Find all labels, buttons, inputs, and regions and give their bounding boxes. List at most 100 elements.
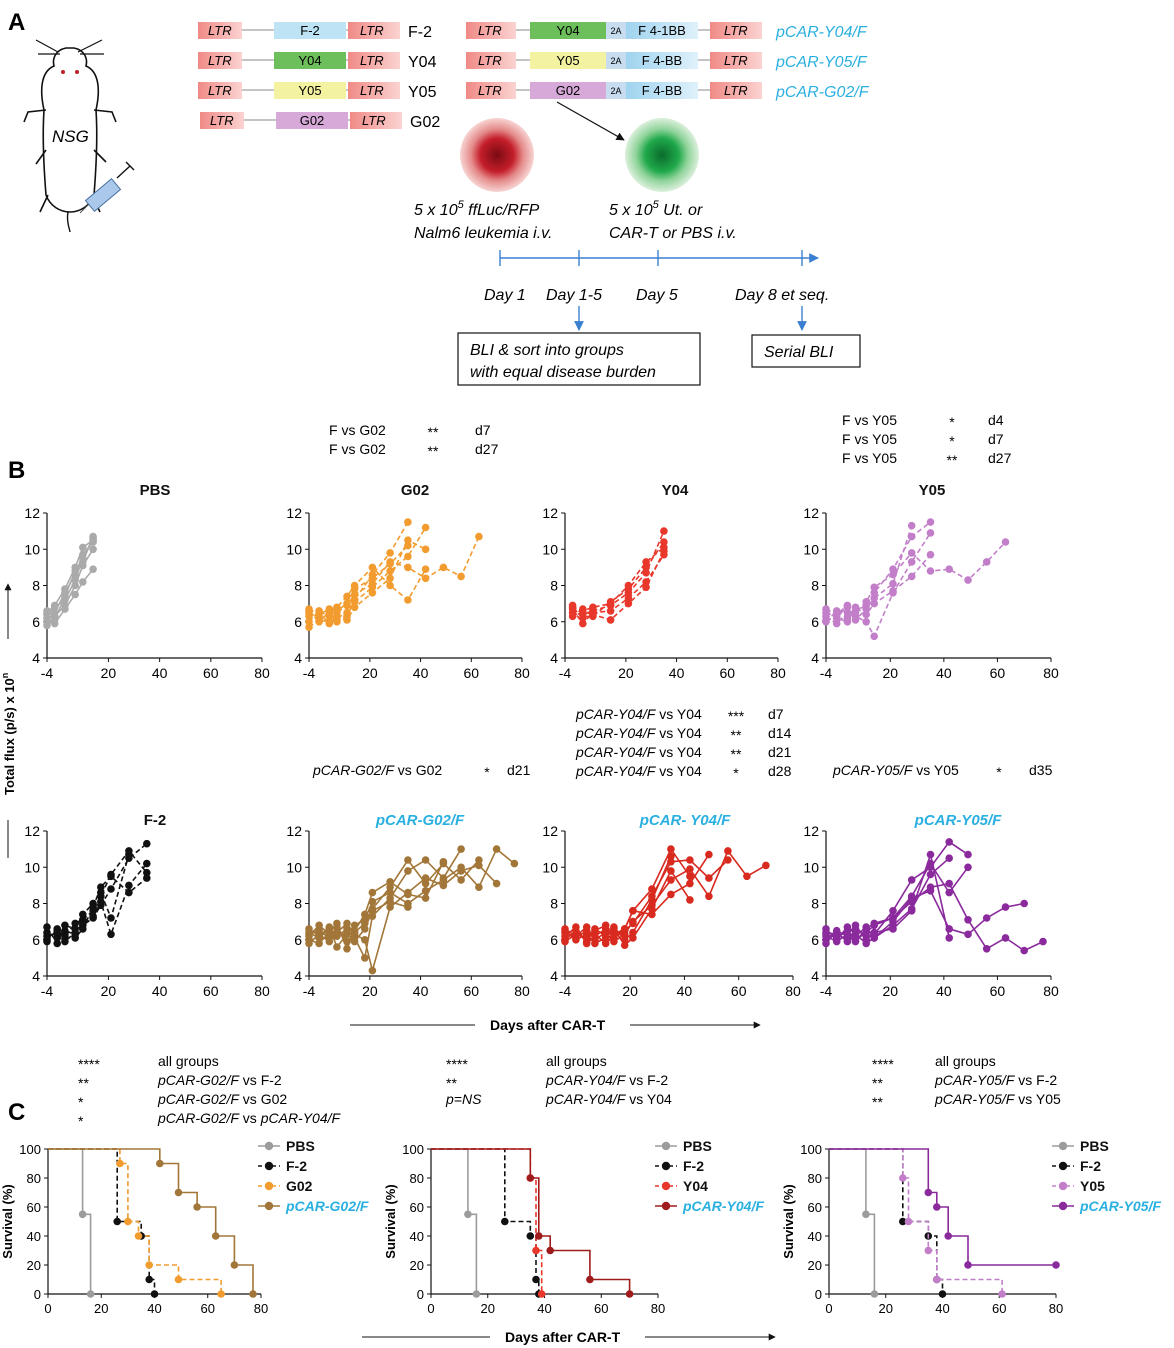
stat-comparison: pCAR-Y04/F vs Y04 — [545, 1091, 672, 1107]
x-tick-label: 40 — [152, 665, 168, 681]
survival-point — [230, 1261, 239, 1269]
legend-swatch-marker — [264, 1201, 274, 1211]
survival-point — [546, 1246, 554, 1255]
data-point — [43, 923, 51, 931]
stat-stars: ** — [731, 727, 742, 743]
data-point — [926, 529, 935, 537]
survival-point — [145, 1261, 153, 1269]
x-tick-label: 60 — [201, 1301, 215, 1316]
stat-stars: * — [996, 764, 1002, 780]
x-tick-label: -4 — [303, 665, 316, 681]
data-point — [421, 879, 430, 888]
svg-text:Total flux (p/s) x 10n: Total flux (p/s) x 10n — [0, 673, 17, 795]
data-point — [43, 621, 51, 630]
data-point — [107, 885, 115, 893]
x-tick-label: 40 — [152, 983, 168, 999]
data-point — [843, 936, 852, 944]
construct-name: Y04 — [408, 54, 437, 71]
data-point — [333, 943, 341, 951]
data-point — [89, 545, 97, 554]
x-tick-label: 20 — [882, 665, 898, 681]
series-line — [308, 900, 409, 943]
stat-stars: * — [484, 764, 490, 780]
survival-point — [113, 1217, 121, 1226]
data-point — [143, 868, 151, 877]
survival-step-line — [431, 1148, 631, 1294]
survival-point — [535, 1232, 543, 1240]
survival-point — [933, 1275, 941, 1284]
legend-item: G02 — [258, 1178, 313, 1194]
data-point — [667, 852, 675, 861]
data-point — [510, 859, 519, 868]
x-axis-title-b: Days after CAR-T — [490, 1017, 606, 1033]
data-point — [1020, 899, 1028, 908]
data-point — [421, 565, 430, 573]
data-point — [870, 599, 878, 608]
stat-comparison: F vs G02 — [329, 441, 386, 457]
legend-item: PBS — [655, 1138, 712, 1154]
data-point — [568, 603, 577, 612]
legend-label: G02 — [286, 1178, 313, 1194]
x-tick-label: 60 — [203, 983, 219, 999]
data-point — [832, 937, 841, 946]
data-point — [61, 937, 69, 946]
y-tick-label: 6 — [811, 614, 819, 630]
survival-point — [862, 1210, 870, 1219]
stat-day: d14 — [768, 725, 792, 741]
survival-point — [249, 1290, 257, 1298]
legend-item: F-2 — [1052, 1158, 1101, 1174]
y-tick-label: 10 — [24, 541, 40, 557]
stat-comparison: all groups — [158, 1053, 219, 1069]
survival-point — [904, 1217, 913, 1226]
data-point — [421, 874, 430, 882]
data-point — [305, 618, 313, 626]
stat-comparison: pCAR-Y05/F vs Y05 — [832, 762, 959, 778]
ltr-block — [466, 52, 516, 69]
legend-label: PBS — [683, 1138, 712, 1154]
data-point — [843, 601, 852, 610]
data-point — [660, 527, 668, 535]
legend-item: PBS — [1052, 1138, 1109, 1154]
data-point — [862, 923, 870, 931]
data-point — [404, 552, 412, 561]
data-point — [305, 612, 313, 621]
inj-right-exp: 5 — [653, 199, 660, 211]
x-tick-label: 80 — [514, 983, 530, 999]
stat-day: d35 — [1029, 762, 1053, 778]
data-point — [143, 874, 151, 882]
x-tick-label: 20 — [481, 1301, 495, 1316]
ltr-block — [710, 82, 762, 99]
construct-row: LTR G02 LTR G02 — [200, 112, 440, 131]
bli-sort-line2: with equal disease burden — [470, 364, 656, 381]
data-point — [43, 608, 51, 617]
data-point — [945, 854, 953, 862]
data-point — [579, 619, 587, 628]
survival-step-line — [48, 1148, 92, 1294]
data-point — [97, 883, 105, 891]
ltr-label: LTR — [478, 23, 502, 38]
gene-block — [274, 22, 346, 39]
two-a-block — [606, 52, 626, 69]
legend-swatch-marker — [264, 1161, 274, 1171]
legend-label: PBS — [286, 1138, 315, 1154]
inj-left-rest: ffLuc/RFP — [464, 202, 540, 219]
data-point — [606, 599, 615, 608]
data-point — [624, 599, 633, 608]
x-tick-label: 40 — [936, 983, 952, 999]
data-point — [404, 856, 412, 864]
data-point — [660, 538, 668, 546]
data-point — [43, 614, 51, 622]
data-point — [43, 937, 51, 946]
y-tick-label: 12 — [542, 823, 558, 839]
x-tick-label: 80 — [514, 665, 530, 681]
data-point — [629, 934, 637, 942]
y-tick-label: 8 — [550, 896, 558, 912]
f-label: F 4-1BB — [638, 23, 686, 38]
data-point — [79, 558, 87, 566]
data-point — [686, 856, 694, 864]
survival-point — [964, 1261, 972, 1269]
data-point — [591, 926, 599, 935]
data-point — [143, 859, 151, 868]
data-point — [421, 523, 430, 532]
gene-block — [530, 82, 606, 99]
